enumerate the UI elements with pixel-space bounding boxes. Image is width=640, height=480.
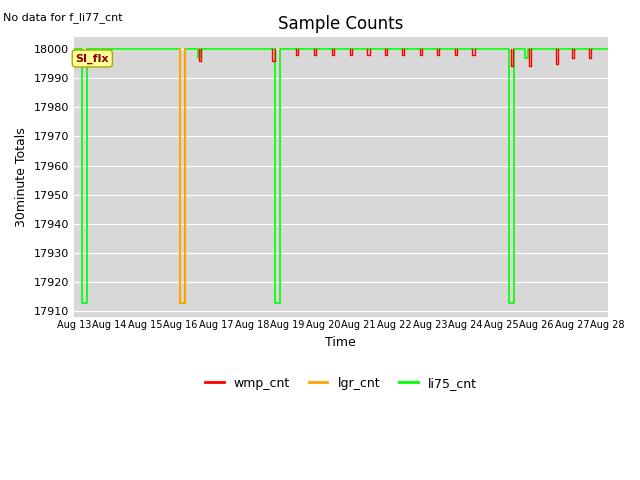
Y-axis label: 30minute Totals: 30minute Totals [15, 127, 28, 227]
Text: SI_flx: SI_flx [76, 53, 109, 64]
Title: Sample Counts: Sample Counts [278, 15, 403, 33]
X-axis label: Time: Time [325, 336, 356, 348]
Text: No data for f_li77_cnt: No data for f_li77_cnt [3, 12, 123, 23]
Legend: wmp_cnt, lgr_cnt, li75_cnt: wmp_cnt, lgr_cnt, li75_cnt [200, 372, 481, 395]
